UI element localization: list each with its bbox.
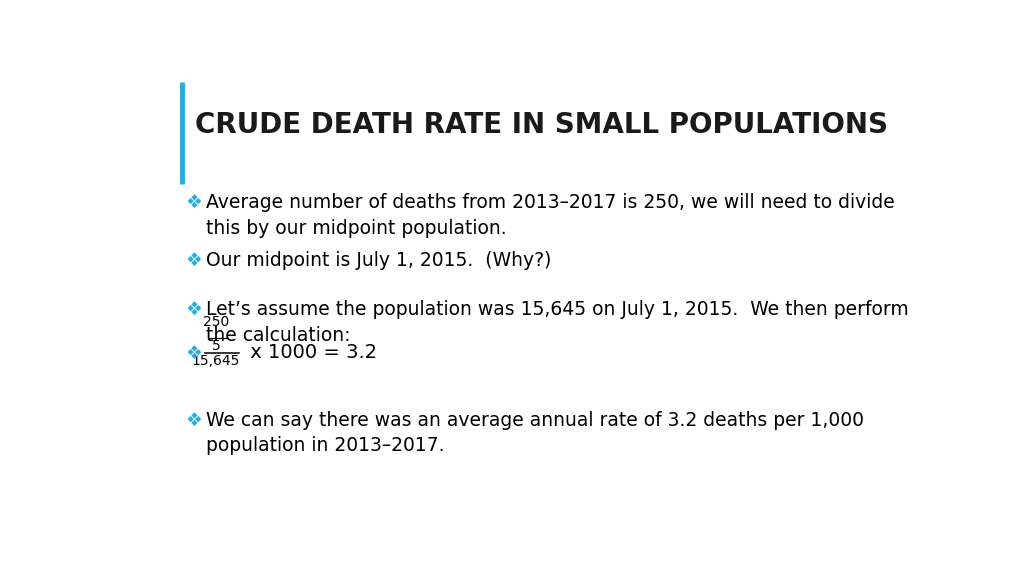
Text: ❖: ❖ (186, 411, 203, 430)
Text: ❖: ❖ (186, 343, 203, 362)
Text: 15,645: 15,645 (191, 354, 241, 368)
Text: ❖: ❖ (186, 194, 203, 213)
Text: ❖: ❖ (186, 300, 203, 319)
Text: ❖: ❖ (186, 251, 203, 270)
Text: 5: 5 (212, 339, 220, 353)
Text: x 1000 = 3.2: x 1000 = 3.2 (244, 343, 377, 362)
Text: Average number of deaths from 2013–2017 is 250, we will need to divide
this by o: Average number of deaths from 2013–2017 … (206, 194, 895, 238)
Text: 250: 250 (203, 316, 229, 329)
Text: CRUDE DEATH RATE IN SMALL POPULATIONS: CRUDE DEATH RATE IN SMALL POPULATIONS (196, 111, 889, 139)
Text: We can say there was an average annual rate of 3.2 deaths per 1,000
population i: We can say there was an average annual r… (206, 411, 864, 456)
Text: Let’s assume the population was 15,645 on July 1, 2015.  We then perform
the cal: Let’s assume the population was 15,645 o… (206, 300, 908, 344)
Text: Our midpoint is July 1, 2015.  (Why?): Our midpoint is July 1, 2015. (Why?) (206, 251, 551, 270)
